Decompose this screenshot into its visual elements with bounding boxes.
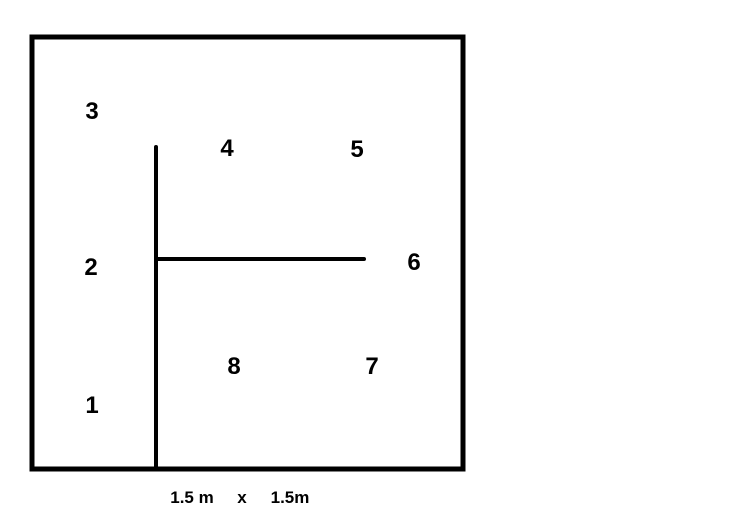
region-label-8: 8 [227, 353, 240, 380]
region-label-4: 4 [220, 135, 234, 162]
dimension-height: 1.5m [271, 488, 310, 507]
outer-boundary [29, 34, 466, 472]
region-label-2: 2 [84, 254, 97, 281]
dimension-width: 1.5 m [170, 488, 213, 507]
region-label-1: 1 [85, 392, 98, 419]
region-label-5: 5 [350, 136, 363, 163]
region-label-3: 3 [85, 98, 98, 125]
region-label-6: 6 [407, 249, 420, 276]
dimension-separator: x [237, 488, 247, 507]
region-label-7: 7 [365, 353, 378, 380]
